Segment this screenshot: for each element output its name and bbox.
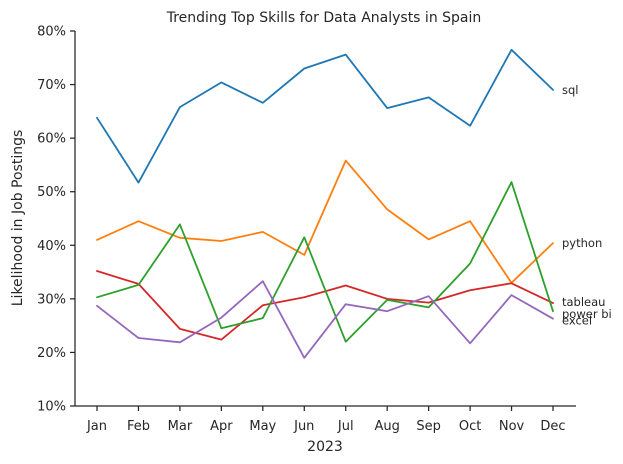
- x-tick-label: Jun: [293, 419, 314, 434]
- series-label-python: python: [562, 236, 602, 250]
- x-tick-label: Mar: [168, 419, 193, 434]
- y-tick-label: 40%: [37, 239, 66, 254]
- series-label-sql: sql: [562, 83, 579, 97]
- series-label-power-bi: power bi: [562, 307, 612, 321]
- x-tick-label: Jan: [86, 419, 107, 434]
- y-tick-label: 60%: [37, 132, 66, 147]
- x-tick-label: Jul: [337, 419, 354, 434]
- y-tick-label: 70%: [37, 78, 66, 93]
- y-axis-label: Likelihood in Job Postings: [10, 130, 26, 307]
- y-tick-label: 30%: [37, 292, 66, 307]
- x-tick-label: Feb: [127, 419, 150, 434]
- y-tick-label: 20%: [37, 346, 66, 361]
- series-line-python: [96, 159, 554, 284]
- series-label-tableau: tableau: [562, 295, 605, 309]
- x-tick-label: May: [249, 419, 276, 434]
- x-tick-label: Aug: [374, 419, 399, 434]
- series-line-power-bi: [96, 181, 554, 343]
- x-tick-label: Oct: [459, 419, 481, 434]
- y-tick-label: 80%: [37, 25, 66, 40]
- y-tick-label: 50%: [37, 185, 66, 200]
- series-label-excel: excel: [562, 314, 592, 328]
- series-line-excel: [96, 280, 554, 359]
- series-line-tableau: [96, 270, 554, 341]
- x-tick-label: Apr: [210, 419, 233, 434]
- plot-area: 10% 20% 30% 40% 50% 60% 70% 80% Jan Feb Mar Apr May J…: [37, 25, 612, 435]
- y-tick-label: 10%: [37, 400, 66, 415]
- x-axis-label: 2023: [307, 439, 343, 455]
- x-tick-label: Sep: [416, 419, 441, 434]
- x-tick-label: Nov: [499, 419, 525, 434]
- x-tick-label: Dec: [540, 419, 565, 434]
- series-line-sql: [96, 48, 554, 184]
- chart-title: Trending Top Skills for Data Analysts in…: [166, 10, 482, 26]
